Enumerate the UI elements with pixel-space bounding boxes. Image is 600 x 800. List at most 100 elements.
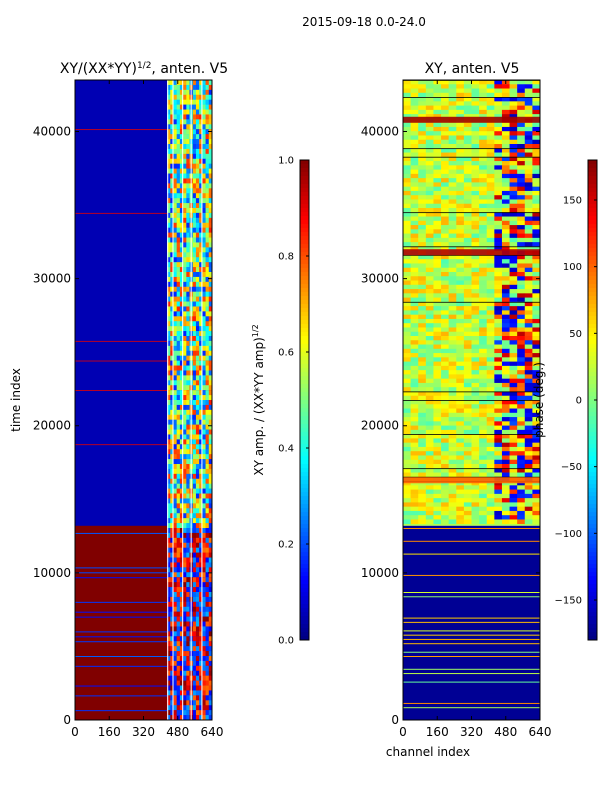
phase-cell: [471, 442, 480, 448]
heatmap-cell: [176, 311, 181, 317]
phase-cell: [494, 391, 503, 397]
phase-cell: [501, 417, 510, 422]
heatmap-cell: [173, 395, 177, 401]
heatmap-cell: [183, 296, 187, 302]
phase-cell: [486, 412, 495, 418]
x-tick-label: 640: [201, 725, 224, 739]
phase-cell: [471, 421, 480, 426]
phase-cell: [501, 382, 510, 388]
heatmap-cell: [199, 163, 203, 169]
phase-cell: [471, 276, 480, 281]
phase-cell: [479, 387, 488, 392]
heatmap-cell: [170, 217, 174, 224]
heatmap-cell: [195, 596, 200, 603]
heatmap-cell: [192, 385, 197, 391]
heatmap-cell: [167, 636, 171, 642]
heatmap-cell: [179, 272, 184, 278]
colorbar-segment: [588, 520, 597, 525]
heatmap-cell: [186, 134, 190, 140]
heatmap-cell: [192, 675, 197, 681]
phase-cell: [524, 417, 533, 422]
heatmap-cell: [192, 715, 197, 721]
heatmap-cell: [199, 675, 203, 681]
phase-cell: [501, 203, 510, 209]
phase-cell: [486, 438, 495, 443]
phase-cell: [403, 212, 411, 217]
phase-cell: [494, 276, 503, 281]
heatmap-cell: [186, 400, 190, 406]
heatmap-cell: [208, 552, 213, 558]
phase-cell: [456, 455, 465, 461]
colorbar-segment: [300, 496, 309, 501]
colorbar-segment: [588, 516, 597, 521]
phase-cell: [441, 481, 449, 486]
phase-cell: [418, 237, 427, 243]
heatmap-cell: [167, 114, 171, 120]
colorbar-segment: [300, 432, 309, 437]
heatmap-cell: [208, 124, 213, 130]
heatmap-cell: [192, 340, 197, 347]
amplitude-colorbar: 0.00.20.40.60.81.0: [278, 156, 310, 647]
phase-cell: [479, 464, 488, 469]
phase-cell: [471, 242, 480, 247]
heatmap-cell: [186, 281, 190, 288]
colorbar-segment: [300, 476, 309, 481]
heatmap-cell: [179, 473, 184, 480]
heatmap-cell: [167, 306, 171, 312]
heatmap-cell: [183, 449, 187, 455]
heatmap-cell: [202, 188, 206, 194]
heatmap-cell: [186, 193, 190, 199]
heatmap-cell: [186, 183, 190, 189]
phase-cell: [410, 301, 419, 307]
heatmap-cell: [195, 606, 200, 612]
phase-cell: [433, 348, 442, 354]
phase-cell: [410, 263, 419, 269]
heatmap-cell: [208, 355, 213, 361]
heatmap-cell: [195, 148, 200, 155]
phase-cell: [456, 502, 465, 507]
phase-cell: [479, 434, 488, 439]
heatmap-cell: [183, 89, 187, 96]
heatmap-cell: [186, 365, 190, 371]
heatmap-cell: [167, 321, 171, 327]
phase-cell: [479, 421, 488, 426]
heatmap-cell: [202, 434, 206, 440]
phase-cell: [486, 498, 495, 503]
phase-cell: [463, 284, 472, 290]
phase-cell: [448, 506, 457, 512]
heatmap-cell: [208, 660, 213, 667]
phase-cell: [509, 365, 518, 371]
heatmap-cell: [208, 321, 213, 327]
phase-cell: [448, 126, 457, 132]
heatmap-cell: [186, 434, 190, 440]
phase-cell: [517, 370, 526, 375]
colorbar-tick-label: 150: [563, 196, 582, 207]
phase-cell: [471, 144, 480, 149]
heatmap-cell: [192, 710, 197, 716]
phase-cell: [532, 263, 541, 269]
phase-cell: [456, 493, 465, 499]
heatmap-cell: [170, 272, 174, 278]
heatmap-cell: [205, 616, 210, 622]
heatmap-cell: [205, 276, 210, 283]
heatmap-cell: [176, 227, 181, 233]
heatmap-cell: [179, 336, 184, 342]
heatmap-cell: [183, 528, 187, 534]
colorbar-segment: [588, 408, 597, 413]
heatmap-cell: [176, 94, 181, 100]
heatmap-cell: [202, 503, 206, 509]
heatmap-cell: [183, 419, 187, 425]
colorbar-segment: [300, 308, 309, 313]
colorbar-segment: [300, 180, 309, 185]
phase-cell: [433, 417, 442, 422]
heatmap-cell: [179, 577, 184, 583]
heatmap-cell: [202, 660, 206, 667]
phase-cell: [486, 220, 495, 226]
phase-cell: [501, 92, 510, 98]
phase-cell: [403, 97, 411, 102]
phase-cell: [463, 139, 472, 145]
heatmap-cell: [179, 665, 184, 672]
phase-cell: [524, 348, 533, 354]
phase-cell: [494, 259, 503, 264]
heatmap-cell: [205, 577, 210, 583]
